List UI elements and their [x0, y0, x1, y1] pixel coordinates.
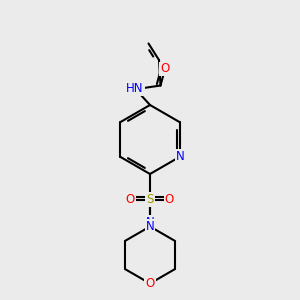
Text: N: N — [146, 220, 154, 233]
Text: HN: HN — [126, 82, 144, 95]
Text: O: O — [126, 193, 135, 206]
Text: O: O — [160, 62, 169, 76]
Text: S: S — [146, 193, 154, 206]
Text: O: O — [146, 277, 154, 290]
Text: N: N — [176, 150, 184, 163]
Text: N: N — [146, 215, 154, 229]
Text: O: O — [165, 193, 174, 206]
